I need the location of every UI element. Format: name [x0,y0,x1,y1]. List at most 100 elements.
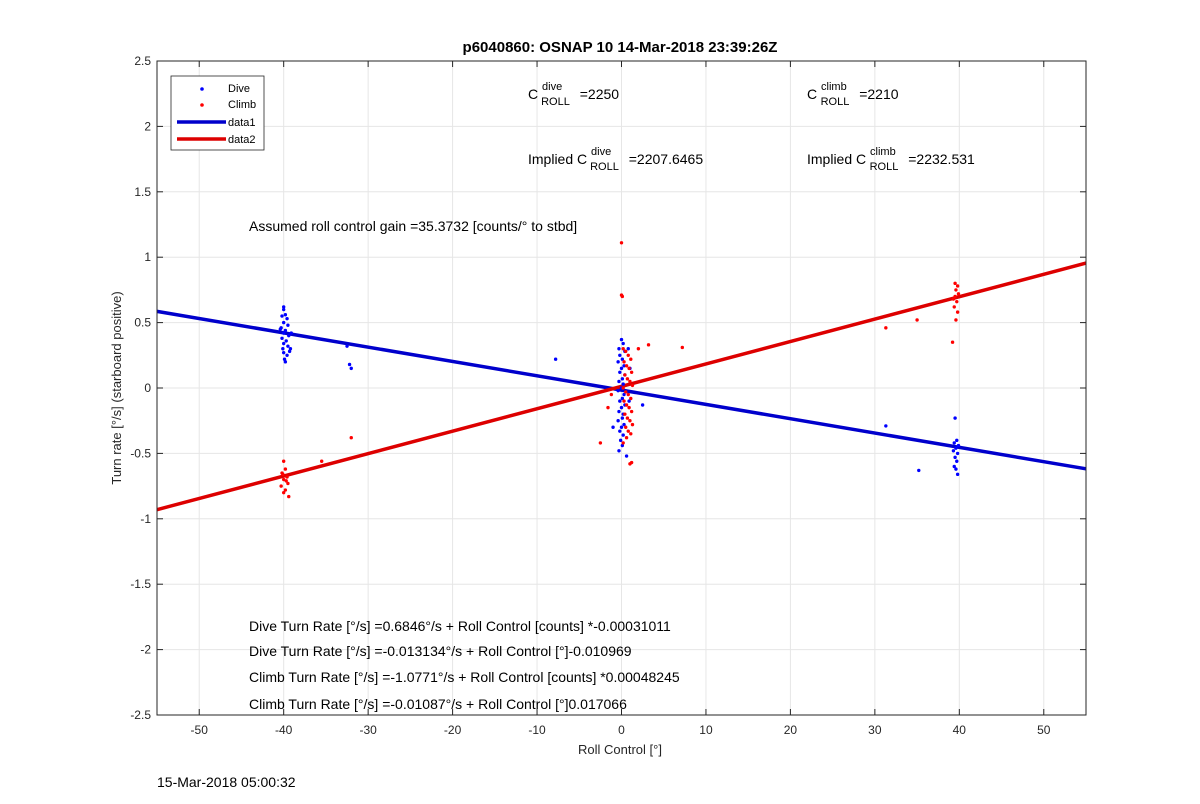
dive-point [616,360,620,364]
dive-point [287,333,291,338]
c-roll-climb-sub: ROLL [821,96,850,108]
climb-point [915,318,919,322]
dive-point [955,472,960,477]
c-roll-dive-value: =2250 [580,86,620,102]
dive-point [281,307,286,312]
climb-point [281,477,286,482]
legend-data2-label: data2 [228,134,256,146]
climb-point [624,349,628,354]
dive-point [954,446,958,450]
dive-point [952,464,956,469]
c-roll-dive-sub: ROLL [541,96,570,108]
x-tick-label: 20 [784,723,798,737]
climb-point [621,441,625,445]
dive-point [285,316,289,321]
dive-point [953,455,957,460]
climb-point [625,416,630,420]
dive-point [617,347,621,351]
climb-point [620,294,625,299]
y-tick-label: -2.5 [130,708,151,722]
c-roll-climb-sup: climb [821,81,847,93]
climb-point [349,436,353,440]
dive-point [622,422,626,427]
dive-point [884,424,888,428]
climb-point [951,297,956,301]
climb-point [622,399,626,403]
dive-point [617,409,621,414]
climb-point [636,347,641,351]
dive-point [618,370,622,375]
legend: Dive Climb data1 data2 [170,75,265,151]
x-tick-label: 10 [699,723,713,737]
implied-dive-sub: ROLL [590,161,619,173]
fit-annotation-dive-degrees: Dive Turn Rate [°/s] =-0.013134°/s + Rol… [249,643,632,659]
x-tick-label: 30 [868,723,882,737]
implied-climb-annotation: Implied C climb ROLL =2232.531 [807,142,975,173]
climb-point [606,405,610,410]
climb-point [621,386,625,390]
y-tick-label: 1.5 [134,185,151,199]
dive-point [621,433,625,437]
climb-point [287,494,291,499]
y-tick-label: 2 [144,119,151,133]
dive-point [955,459,959,463]
dive-point [619,337,624,342]
x-axis-label: Roll Control [°] [578,742,662,757]
dive-point [616,419,620,423]
dive-point [617,379,621,384]
legend-climb-marker [200,103,204,107]
x-tick-label: 0 [618,723,625,737]
climb-point [629,432,633,436]
implied-dive-sup: dive [591,146,611,158]
dive-point [621,341,625,346]
climb-point [630,422,635,427]
dive-point [287,349,292,354]
y-tick-label: -1.5 [130,577,151,591]
dive-point [283,313,288,317]
climb-point [281,490,286,495]
climb-point [624,390,628,394]
dive-point [286,344,290,348]
dive-point [955,438,959,443]
x-tick-label: -30 [359,723,377,737]
x-tick-label: 40 [953,723,967,737]
x-tick-label: -40 [275,723,293,737]
x-tick-labels: -50 -40 -30 -20 -10 0 10 20 30 40 50 [191,723,1051,737]
climb-point [624,403,629,407]
dive-point [281,331,286,335]
dive-point [619,405,624,410]
climb-point [626,392,630,397]
climb-point [953,281,957,286]
climb-point [621,347,625,351]
fit-annotation-climb-counts: Climb Turn Rate [°/s] =-1.0771°/s + Roll… [249,669,680,685]
dive-point [620,416,625,420]
dive-point [620,396,625,401]
y-tick-label: -0.5 [130,446,151,460]
dive-point [618,399,622,403]
footer-timestamp: 15-Mar-2018 05:00:32 [157,774,296,790]
implied-dive-value: =2207.6465 [629,151,704,167]
climb-point [284,479,288,483]
implied-dive-annotation: Implied C dive ROLL =2207.6465 [528,142,703,173]
c-roll-climb-prefix: C [807,86,817,102]
climb-point [629,370,634,375]
chart-title: p6040860: OSNAP 10 14-Mar-2018 23:39:26Z [463,39,778,56]
climb-point [627,366,631,371]
x-tick-label: -50 [191,723,209,737]
climb-point [623,373,627,377]
legend-dive-marker [200,87,204,91]
climb-point [625,377,630,381]
climb-point [680,345,685,350]
y-tick-label: 2.5 [134,54,151,68]
dive-point [620,443,625,448]
climb-point [286,481,290,486]
climb-point [954,318,958,322]
dive-point [281,350,286,355]
dive-point [611,425,615,429]
c-roll-climb-value: =2210 [859,86,899,102]
dive-point [553,357,558,361]
y-tick-label: 0 [144,381,151,395]
climb-point [624,436,629,440]
dive-point [917,468,921,473]
